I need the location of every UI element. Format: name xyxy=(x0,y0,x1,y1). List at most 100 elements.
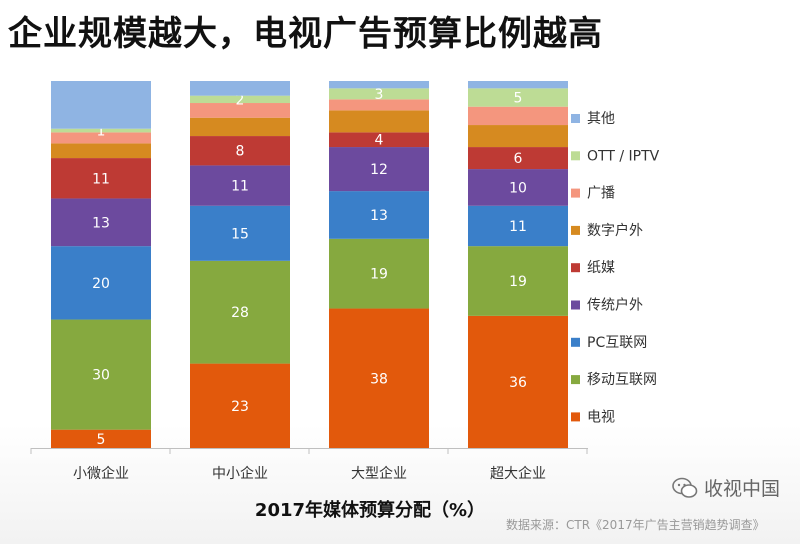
data-label: 4 xyxy=(375,133,384,149)
bar-segment-1-3 xyxy=(51,246,151,320)
data-label: 5 xyxy=(514,91,523,107)
data-label: 6 xyxy=(514,151,523,167)
x-tick-label: 小微企业 xyxy=(73,465,129,482)
bar-segment-3-8 xyxy=(329,88,429,100)
bar-segment-2-4 xyxy=(190,165,290,206)
data-label: 11 xyxy=(92,171,110,187)
legend-swatch xyxy=(571,337,580,347)
data-label: 8 xyxy=(236,144,245,160)
bar-segment-4-4 xyxy=(468,169,568,206)
bar-segment-4-3 xyxy=(468,205,568,247)
bar-segment-2-6 xyxy=(190,117,290,137)
data-label: 19 xyxy=(370,267,388,283)
bar-segment-4-1 xyxy=(468,315,568,448)
data-label: 11 xyxy=(231,179,249,195)
legend-label: 电视 xyxy=(587,409,615,425)
watermark-text: 收视中国 xyxy=(704,478,781,500)
legend-item-8: 移动互联网 xyxy=(571,372,657,388)
x-tick-label: 超大企业 xyxy=(490,465,546,482)
bar-segment-3-3 xyxy=(329,191,429,239)
bar-segment-1-8 xyxy=(51,128,151,133)
legend-swatch xyxy=(571,300,580,310)
x-tick-label: 大型企业 xyxy=(351,465,407,482)
legend-item-6: 传统户外 xyxy=(571,297,643,314)
legend-swatch xyxy=(571,114,580,123)
data-label: 36 xyxy=(509,375,527,391)
legend-label: 其他 xyxy=(587,111,615,127)
data-label: 1 xyxy=(97,124,106,140)
data-label: 13 xyxy=(92,215,110,231)
legend-item-1: 其他 xyxy=(571,111,615,127)
data-label: 3 xyxy=(375,87,384,103)
data-label: 5 xyxy=(97,432,106,448)
bar-segment-2-3 xyxy=(190,205,290,261)
legend-item-3: 广播 xyxy=(571,186,615,202)
legend-label: 数字户外 xyxy=(587,222,643,239)
data-label: 10 xyxy=(509,180,527,196)
bar-segment-3-1 xyxy=(329,308,429,448)
bar-stack-2: 23 28 15 11 8 2 xyxy=(190,81,290,448)
legend-label: 广播 xyxy=(587,186,615,202)
data-label: 28 xyxy=(231,305,249,321)
x-tick-label: 中小企业 xyxy=(212,465,268,482)
x-axis: 小微企业 中小企业 大型企业 超大企业 xyxy=(30,448,588,482)
legend-swatch xyxy=(571,225,580,235)
watermark: 收视中国 xyxy=(672,474,780,501)
bar-segment-2-1 xyxy=(190,363,290,448)
data-label: 11 xyxy=(509,219,527,235)
bar-segment-3-9 xyxy=(329,81,429,89)
legend-swatch xyxy=(571,375,580,385)
legend-label: 传统户外 xyxy=(587,297,643,314)
data-label: 38 xyxy=(370,371,388,387)
bar-stack-3: 38 19 13 12 4 3 xyxy=(329,81,429,448)
bar-segment-2-7 xyxy=(190,103,290,118)
bar-stack-4: 36 19 11 10 6 5 xyxy=(468,81,568,448)
bar-segment-1-9 xyxy=(51,81,151,129)
data-label: 19 xyxy=(509,274,527,290)
bar-segment-1-4 xyxy=(51,198,151,247)
legend-item-2: OTT / IPTV xyxy=(571,148,660,164)
bar-segment-1-7 xyxy=(51,132,151,144)
bar-segment-4-6 xyxy=(468,125,568,148)
page-title: 企业规模越大，电视广告预算比例越高 xyxy=(8,14,603,54)
legend-item-7: PC互联网 xyxy=(571,335,647,351)
data-label: 13 xyxy=(370,208,388,224)
legend-item-4: 数字户外 xyxy=(571,222,643,239)
bar-segment-2-8 xyxy=(190,95,290,104)
bar-segment-1-5 xyxy=(51,158,151,199)
legend-label: 移动互联网 xyxy=(587,372,657,388)
data-source: 数据来源：CTR《2017年广告主营销趋势调查》 xyxy=(506,518,765,532)
bar-segment-4-2 xyxy=(468,246,568,316)
bar-segment-3-5 xyxy=(329,132,429,148)
data-label: 20 xyxy=(92,276,110,292)
bar-segment-3-6 xyxy=(329,110,429,133)
legend-swatch xyxy=(571,263,580,273)
bar-segment-1-6 xyxy=(51,143,151,159)
bar-segment-4-8 xyxy=(468,88,568,107)
bar-segment-3-4 xyxy=(329,147,429,192)
data-label: 15 xyxy=(231,226,249,242)
x-axis-title: 2017年媒体预算分配（%） xyxy=(254,500,486,521)
bar-segment-4-5 xyxy=(468,147,568,170)
legend-label: OTT / IPTV xyxy=(587,148,660,164)
legend-item-9: 电视 xyxy=(571,409,615,425)
legend-item-5: 纸媒 xyxy=(571,260,615,276)
bar-segment-2-5 xyxy=(190,136,290,166)
data-label: 23 xyxy=(231,399,249,415)
legend-swatch xyxy=(571,412,580,422)
bar-segment-2-9 xyxy=(190,81,290,96)
bar-segment-3-7 xyxy=(329,99,429,111)
data-label: 30 xyxy=(92,368,110,384)
legend-label: PC互联网 xyxy=(587,335,647,351)
wechat-icon xyxy=(672,477,698,498)
bar-segment-2-2 xyxy=(190,260,290,364)
legend-swatch xyxy=(571,188,580,198)
legend-label: 纸媒 xyxy=(587,260,615,276)
data-label: 2 xyxy=(236,92,245,108)
bar-segment-1-1 xyxy=(51,429,151,448)
bar-segment-4-7 xyxy=(468,106,568,126)
legend-swatch xyxy=(571,151,580,161)
